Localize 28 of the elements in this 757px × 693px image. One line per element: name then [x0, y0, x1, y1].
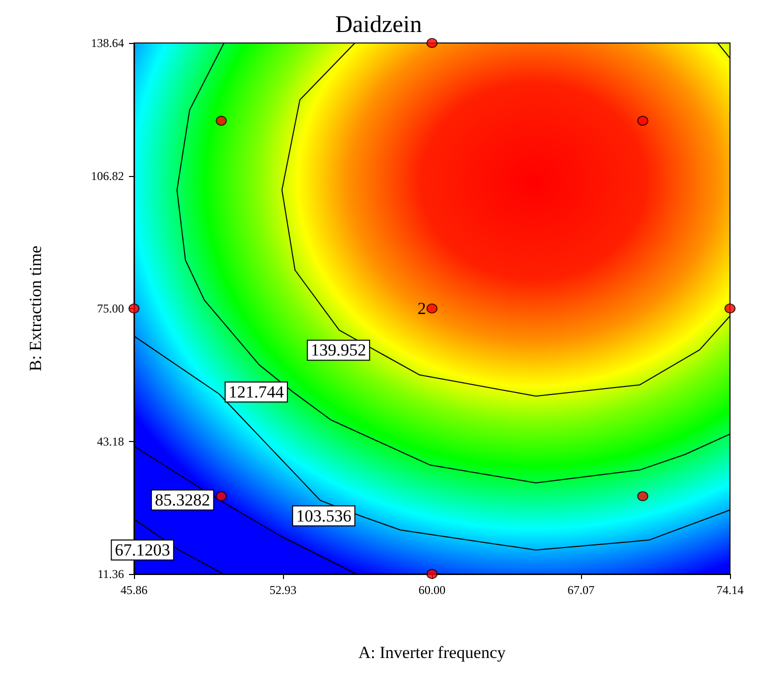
series-label: 67.1203: [114, 540, 170, 560]
point: [216, 491, 227, 502]
x-tick-label: 67.07: [568, 583, 594, 597]
point: [637, 116, 648, 126]
point: [637, 491, 648, 502]
annotation: 2: [418, 299, 426, 318]
y-tick-label: 75.00: [97, 302, 124, 316]
series-label: 139.952: [310, 340, 366, 360]
x-axis-title: A: Inverter frequency: [358, 643, 506, 662]
point: [426, 304, 438, 314]
point: [724, 304, 736, 314]
y-tick-label: 138.64: [91, 36, 124, 50]
series-label: 103.536: [296, 506, 352, 526]
x-tick-label: 60.00: [418, 583, 446, 597]
y-axis-title: B: Extraction time: [26, 246, 45, 372]
x-tick-label: 45.86: [120, 583, 148, 597]
y-tick-label: 106.82: [91, 168, 124, 183]
series-label: 85.3282: [154, 490, 210, 510]
y-tick-label: 43.18: [97, 434, 124, 448]
point: [128, 304, 140, 314]
chart-title: Daidzein: [335, 12, 422, 38]
point: [426, 569, 438, 579]
x-tick-label: 52.93: [270, 583, 296, 597]
x-tick-label: 74.14: [716, 583, 744, 597]
series-label: 121.744: [228, 382, 284, 402]
point: [216, 116, 227, 126]
y-tick-label: 11.36: [97, 567, 124, 581]
point: [426, 38, 438, 48]
